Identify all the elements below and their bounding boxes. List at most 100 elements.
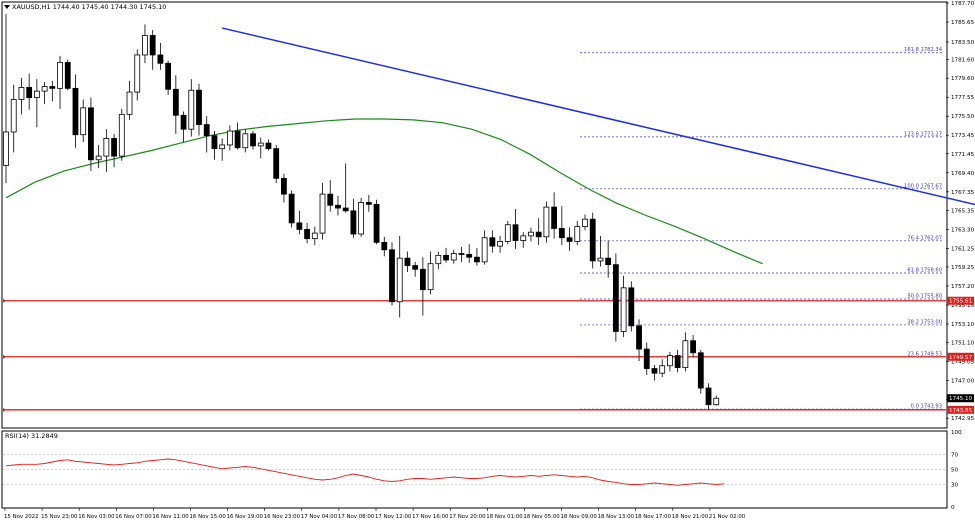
candle-body [126, 91, 133, 115]
time-axis-label: 15 Nov 23:00 [41, 514, 78, 520]
candle-body [651, 368, 658, 374]
candle [396, 235, 403, 318]
fib-level-label: 61.8 1758.60 [907, 267, 942, 273]
time-axis-label: 21 Nov 02:00 [709, 514, 746, 520]
candle-body [636, 325, 642, 350]
candle-body [350, 210, 357, 235]
time-axis-label: 16 Nov 19:00 [227, 514, 264, 520]
candle-body [80, 107, 87, 136]
fib-level-label: 100.0 1767.67 [904, 183, 942, 189]
candle-body [512, 224, 519, 241]
candle-body [659, 365, 666, 374]
candle-body [242, 133, 249, 149]
candle-body [111, 138, 117, 157]
symbol-header: XAUUSD,H1 1744.40 1745.40 1744.30 1745.1… [4, 3, 166, 11]
price-axis-label: 1769.40 [951, 171, 975, 177]
candle-body [64, 61, 71, 89]
candle-body [180, 114, 187, 130]
time-axis-label: 15 Nov 2022 [4, 514, 39, 520]
candle-body [3, 131, 9, 166]
candle [172, 75, 179, 134]
candle-body [558, 228, 565, 239]
candle [226, 125, 233, 151]
candle [281, 173, 287, 203]
price-axis-label: 1781.60 [951, 58, 975, 64]
candle [435, 251, 442, 270]
candle-body [582, 218, 588, 227]
candle [528, 227, 534, 242]
candle-body [620, 287, 627, 332]
candle-body [188, 89, 195, 130]
candle-body [435, 254, 442, 265]
candle [49, 80, 56, 102]
candle [659, 359, 666, 377]
candle-body [373, 203, 380, 243]
candle [458, 247, 465, 262]
candle [327, 180, 334, 212]
candle [180, 111, 187, 143]
candle [412, 261, 419, 277]
rsi-series [5, 458, 725, 486]
candle-body [682, 340, 689, 369]
candle [41, 81, 48, 105]
candles [3, 14, 720, 410]
candle [288, 190, 295, 228]
rsi-axis-label: 100 [951, 430, 962, 436]
candle-body [489, 237, 496, 247]
time-axis-label: 18 Nov 17:00 [635, 514, 672, 520]
candle-body [172, 88, 179, 116]
horizontal-levels [3, 300, 946, 411]
candle-body [234, 130, 241, 149]
candle-body [88, 107, 94, 161]
symbol-ohlc-label: XAUUSD,H1 1744.40 1745.40 1744.30 1745.1… [12, 3, 166, 11]
candle [80, 99, 87, 143]
candle-body [566, 237, 573, 242]
collapse-triangle-icon[interactable] [4, 5, 10, 9]
candle-body [365, 202, 372, 205]
candle-body [697, 352, 704, 389]
candle-body [474, 256, 480, 263]
candle-body [342, 207, 349, 212]
fib-level-label: 76.4 1762.07 [907, 235, 942, 241]
price-axis-label: 1783.50 [951, 40, 975, 46]
candle-body [705, 387, 712, 406]
candle-body [250, 133, 256, 147]
price-tag-box [947, 352, 974, 361]
candle [381, 236, 388, 257]
candle [705, 383, 712, 410]
candle [265, 139, 272, 151]
time-axis-label: 16 Nov 15:00 [190, 514, 227, 520]
price-axis-label: 1757.20 [951, 284, 975, 290]
candle-body [404, 257, 411, 266]
candle [512, 208, 519, 249]
candle [589, 212, 596, 269]
candle [667, 351, 673, 372]
fib-level-label: 123.6 1773.27 [904, 131, 942, 137]
time-axis-label: 18 Nov 21:00 [672, 514, 709, 520]
time-axis-label: 17 Nov 12:00 [375, 514, 412, 520]
candle-body [690, 340, 696, 354]
price-tag-label: 1743.85 [949, 408, 973, 414]
time-axis-label: 18 Nov 13:00 [598, 514, 635, 520]
candle [643, 342, 650, 376]
price-axis-label: 1773.45 [951, 133, 975, 139]
candle-body [481, 237, 488, 263]
candle-body [497, 241, 503, 247]
fib-level-label: 0.0 1743.93 [911, 404, 942, 410]
candle-body [18, 87, 25, 100]
candle-body [589, 218, 596, 262]
candle-body [257, 142, 264, 147]
candle-body [458, 253, 465, 255]
candle-body [72, 87, 79, 136]
candle [196, 83, 202, 136]
candle-body [41, 86, 48, 92]
candle [389, 242, 395, 306]
candle-body [535, 231, 542, 238]
price-axis-label: 1779.60 [951, 76, 975, 82]
candle-body [103, 138, 110, 157]
candle [690, 335, 696, 358]
price-axis: 1787.70 1785.65 1783.50 1781.60 1779.60 1777.… [946, 1, 975, 422]
candle-body [49, 86, 56, 89]
candle-body [381, 241, 388, 251]
fib-level-label: 50.0 1755.80 [907, 293, 942, 299]
